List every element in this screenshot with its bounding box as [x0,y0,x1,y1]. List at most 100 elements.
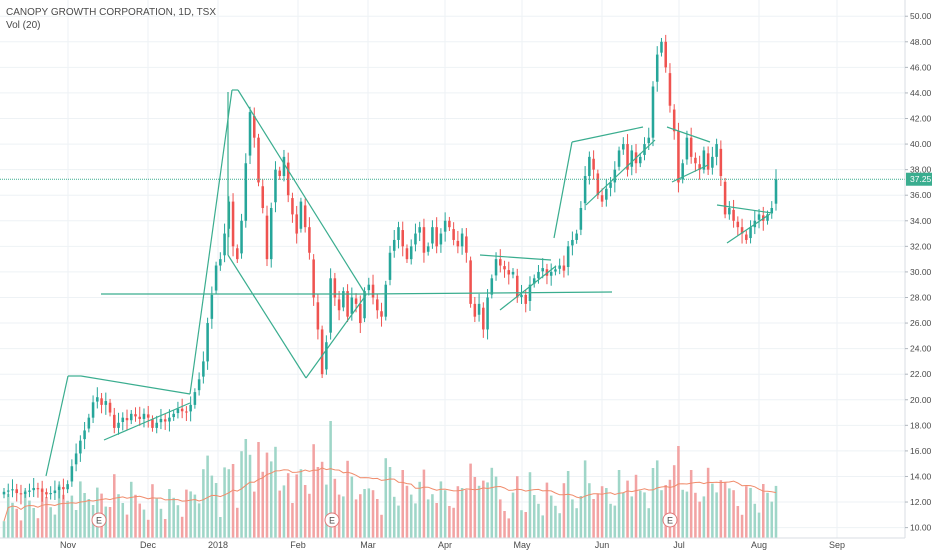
price-tick-label: 48.00 [910,37,932,47]
candle-body [359,303,362,324]
time-tick-label: Jul [673,540,685,550]
candle-body [689,137,693,157]
candle-body [439,233,443,245]
candle-body [312,259,315,298]
volume-bar [465,489,468,538]
volume-bar [66,500,69,538]
candle-body [749,227,752,239]
candle-body [660,41,663,53]
volume-bar [11,502,14,538]
candle-body [605,188,608,200]
volume-bar [155,498,158,538]
volume-bar [193,494,197,538]
volume-bar [630,496,634,538]
price-tick-label: 10.00 [910,523,932,533]
volume-bar [499,499,502,538]
volume-bar [723,482,727,538]
volume-indicator-title[interactable]: Vol (20) [6,20,41,31]
volume-bar [617,470,621,538]
volume-bar [774,485,778,538]
candle-body [719,148,723,177]
candle-body [91,402,95,418]
price-tick-label: 20.00 [910,395,932,405]
volume-bar [282,485,286,538]
candle-body [460,233,464,247]
candle-body [515,275,519,298]
candle-body [121,417,125,423]
trendline-drawings[interactable] [45,89,773,477]
candle-body [401,230,404,247]
candle-body [15,489,18,494]
volume-bar [719,480,723,538]
volume-bar [363,489,366,538]
volume-bar [507,518,511,538]
volume-bar [638,490,642,538]
trend-line [305,294,367,379]
volume-bar [219,517,222,538]
volume-bar [677,446,680,538]
candle-body [579,207,583,230]
candle-body [702,150,706,170]
candle-body [278,170,281,177]
price-tick-label: 32.00 [910,241,932,251]
time-tick-label: Mar [360,540,376,550]
candle-body [6,490,10,492]
candle-body [45,492,48,495]
candle-body [583,176,587,204]
price-axis[interactable]: 10.00 12.00 14.00 16.00 18.00 20.00 22.00 24.00… [904,0,932,550]
earnings-marker [324,512,340,528]
volume-bar [698,501,701,538]
price-tick-label: 46.00 [910,62,932,72]
candle-body [575,233,578,240]
candle-body [240,220,243,254]
candle-body [380,311,383,317]
candle-body [117,422,120,428]
candle-body [23,491,27,494]
candle-body [214,265,218,291]
volume-bar [634,474,638,538]
volume-bar [655,460,659,538]
candle-body [74,453,78,465]
volume-bar [151,484,154,538]
candle-body [647,137,651,144]
trend-line [585,139,656,206]
candle-body [745,234,748,240]
candle-body [672,109,676,132]
volume-bar [422,469,426,538]
volume-bar [185,489,188,538]
time-tick-label: 2018 [208,540,228,550]
candle-body [367,284,371,291]
time-tick-label: Feb [290,540,306,550]
time-axis[interactable]: Nov Dec 2018 Feb Mar Apr May Jun Jul Aug Sep [0,537,905,550]
time-tick-label: Apr [438,540,452,550]
volume-bar [376,499,379,538]
candle-body [176,408,180,414]
candle-body [219,259,222,266]
candle-body [325,342,328,370]
candle-body [66,484,69,490]
volume-bar [257,442,260,538]
symbol-title[interactable]: CANOPY GROWTH CORPORATION, 1D, TSX [6,7,217,18]
candle-body [596,173,600,196]
volume-bar [469,463,472,538]
candle-body [562,265,566,271]
last-price-label: 37.25 [910,174,932,184]
candle-body [62,487,65,490]
volume-bar [681,489,684,538]
volume-bar [274,446,277,538]
candle-body [252,115,256,138]
price-tick-label: 12.00 [910,497,932,507]
volume-bar [291,503,294,538]
volume-bar [588,483,591,538]
time-tick-label: Dec [140,540,157,550]
time-axis-bg [0,538,905,550]
trend-line [369,291,613,295]
candle-body [308,227,311,253]
candle-body [740,227,744,234]
volume-bar [2,521,6,538]
last-price-tag: 37.25 [906,172,932,186]
trend-line [499,265,557,311]
volume-bar [609,503,612,538]
